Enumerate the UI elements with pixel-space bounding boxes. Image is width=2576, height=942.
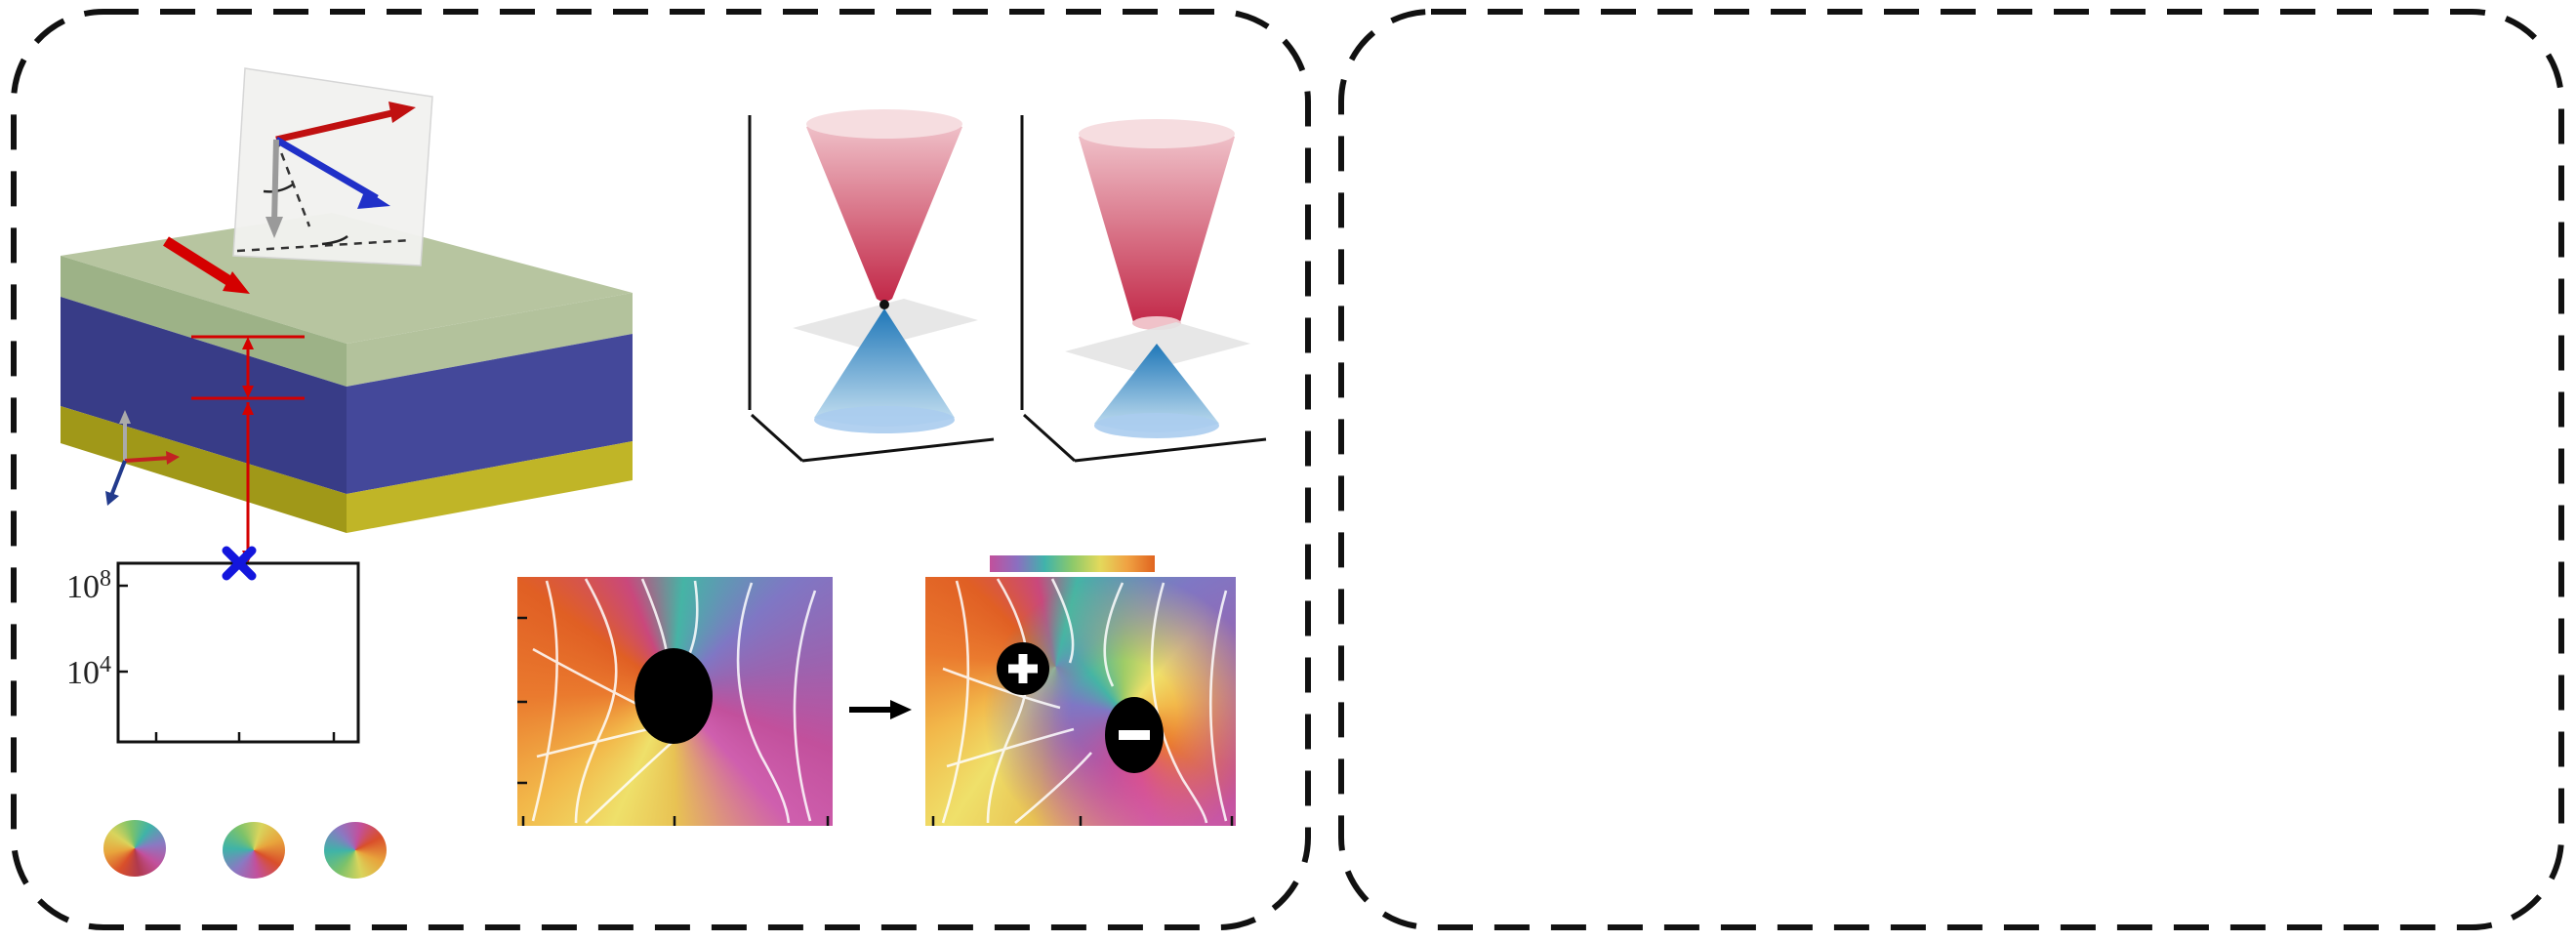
vector-arrows xyxy=(163,102,416,294)
angle-reference-lines xyxy=(236,139,413,253)
panel-d-overlay xyxy=(517,578,1234,826)
incidence-plane xyxy=(232,67,433,266)
left-group-border xyxy=(11,9,1311,930)
bic-x-marker-c xyxy=(222,546,257,581)
c-ytick-1e8: 108 xyxy=(66,566,111,605)
streamlines-right xyxy=(941,578,1228,824)
phase-disk-plus1 xyxy=(223,822,285,879)
cone-plot-gamma0 xyxy=(748,109,995,463)
bic-ellipse xyxy=(634,648,713,744)
right-group-border xyxy=(1338,9,2564,930)
loss-arrowhead xyxy=(890,700,912,719)
cone-plot-gamma-pos xyxy=(1020,115,1267,463)
c-ytick-1e4: 104 xyxy=(66,652,111,691)
phi-arc xyxy=(321,234,348,246)
phase-map-with-loss xyxy=(925,577,1236,826)
panel-a xyxy=(61,67,633,565)
panel-c-plot: 108 104 xyxy=(66,546,360,744)
layered-slab xyxy=(61,213,633,533)
panel-d xyxy=(439,532,1318,942)
streamlines-left xyxy=(531,578,817,824)
coordinate-triad xyxy=(105,410,180,506)
swirl-overlay xyxy=(925,577,1236,826)
winding-disks xyxy=(20,820,459,937)
c-ticks xyxy=(118,584,336,742)
theta-arc xyxy=(263,183,294,193)
panel-e xyxy=(1347,20,2567,937)
plus-glyph-lines xyxy=(1008,654,1038,683)
phase-colorbar xyxy=(990,555,1155,572)
phase-disk-minus1 xyxy=(324,822,387,879)
panel-b xyxy=(748,109,1267,463)
panel-d-ticks xyxy=(517,616,1234,826)
phase-disk-v0 xyxy=(103,820,166,877)
